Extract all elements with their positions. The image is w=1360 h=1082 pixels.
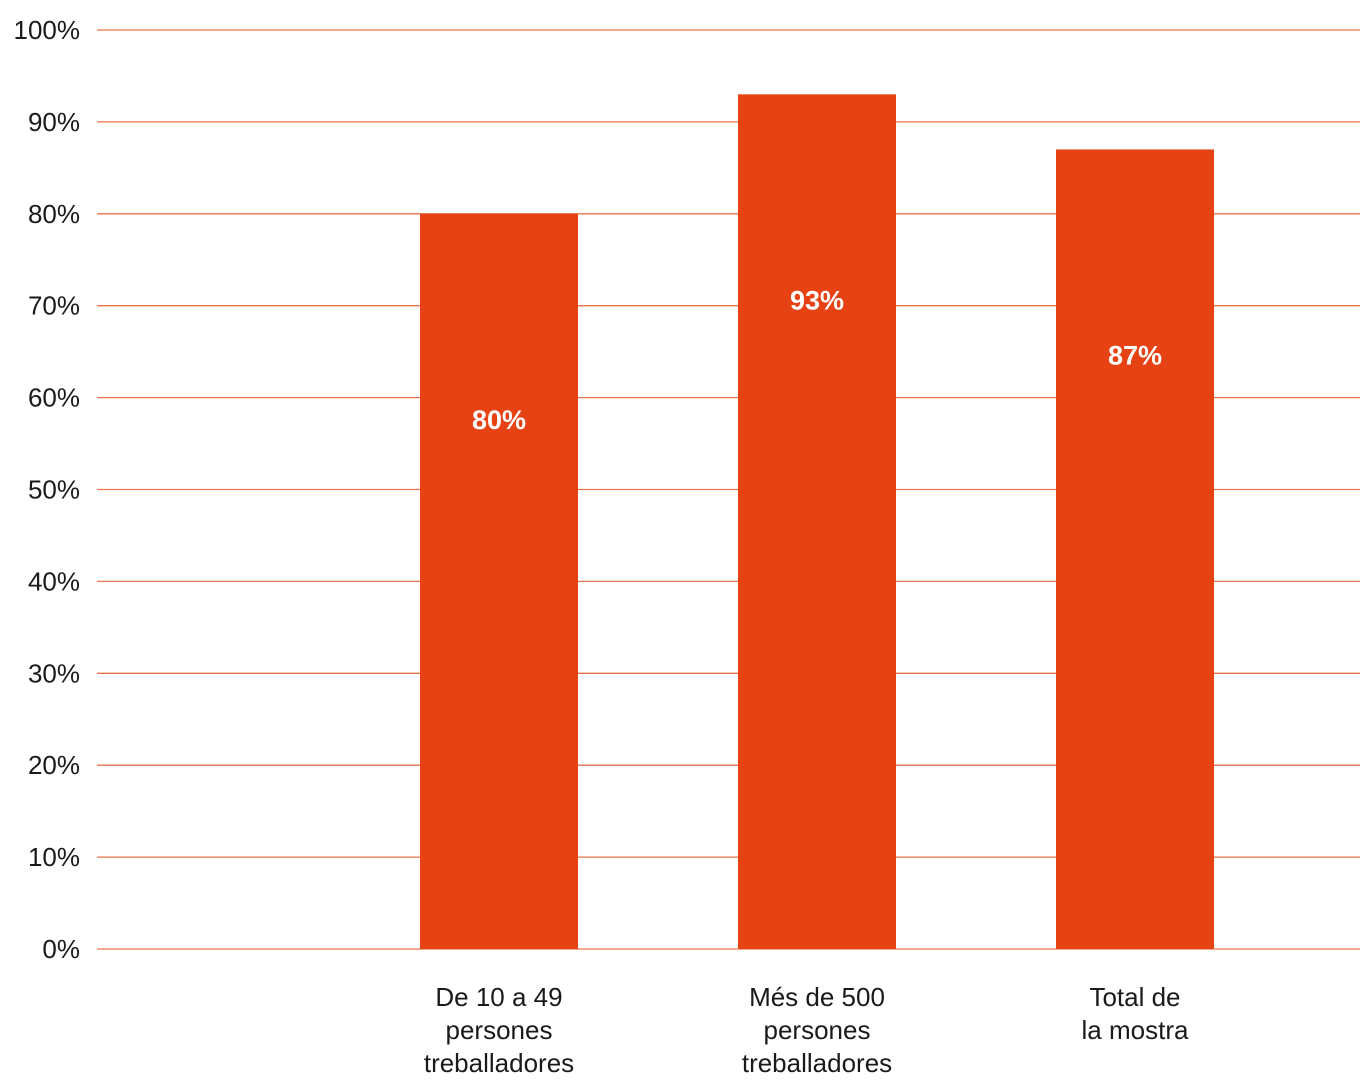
x-category-label: la mostra <box>1082 1015 1189 1045</box>
y-tick-label: 0% <box>42 934 80 964</box>
bars <box>420 94 1214 950</box>
x-category-label: persones <box>446 1015 553 1045</box>
x-category-label: Més de 500 <box>749 982 885 1012</box>
y-tick-label: 50% <box>28 475 80 505</box>
y-tick-label: 30% <box>28 658 80 688</box>
bar <box>738 94 896 949</box>
gridlines <box>97 29 1360 950</box>
x-category-label: De 10 a 49 <box>435 982 562 1012</box>
y-tick-label: 10% <box>28 842 80 872</box>
y-tick-label: 100% <box>14 15 81 45</box>
y-tick-label: 90% <box>28 107 80 137</box>
x-category-label: treballadores <box>424 1048 574 1077</box>
x-category-label: treballadores <box>742 1048 892 1077</box>
bar <box>1056 149 1214 950</box>
bar <box>420 213 578 950</box>
data-label: 80% <box>472 405 526 435</box>
data-labels: 80% 93% 87% <box>472 285 1162 434</box>
y-tick-label: 70% <box>28 291 80 321</box>
data-label: 93% <box>790 285 844 315</box>
x-category-label: Total de <box>1089 982 1180 1012</box>
data-label: 87% <box>1108 340 1162 370</box>
y-tick-label: 60% <box>28 383 80 413</box>
y-tick-label: 40% <box>28 566 80 596</box>
y-tick-label: 80% <box>28 199 80 229</box>
y-tick-label: 20% <box>28 750 80 780</box>
y-axis-tick-labels: 0% 10% 20% 30% 40% 50% 60% 70% 80% 90% 100% <box>14 15 81 964</box>
x-category-label: persones <box>764 1015 871 1045</box>
